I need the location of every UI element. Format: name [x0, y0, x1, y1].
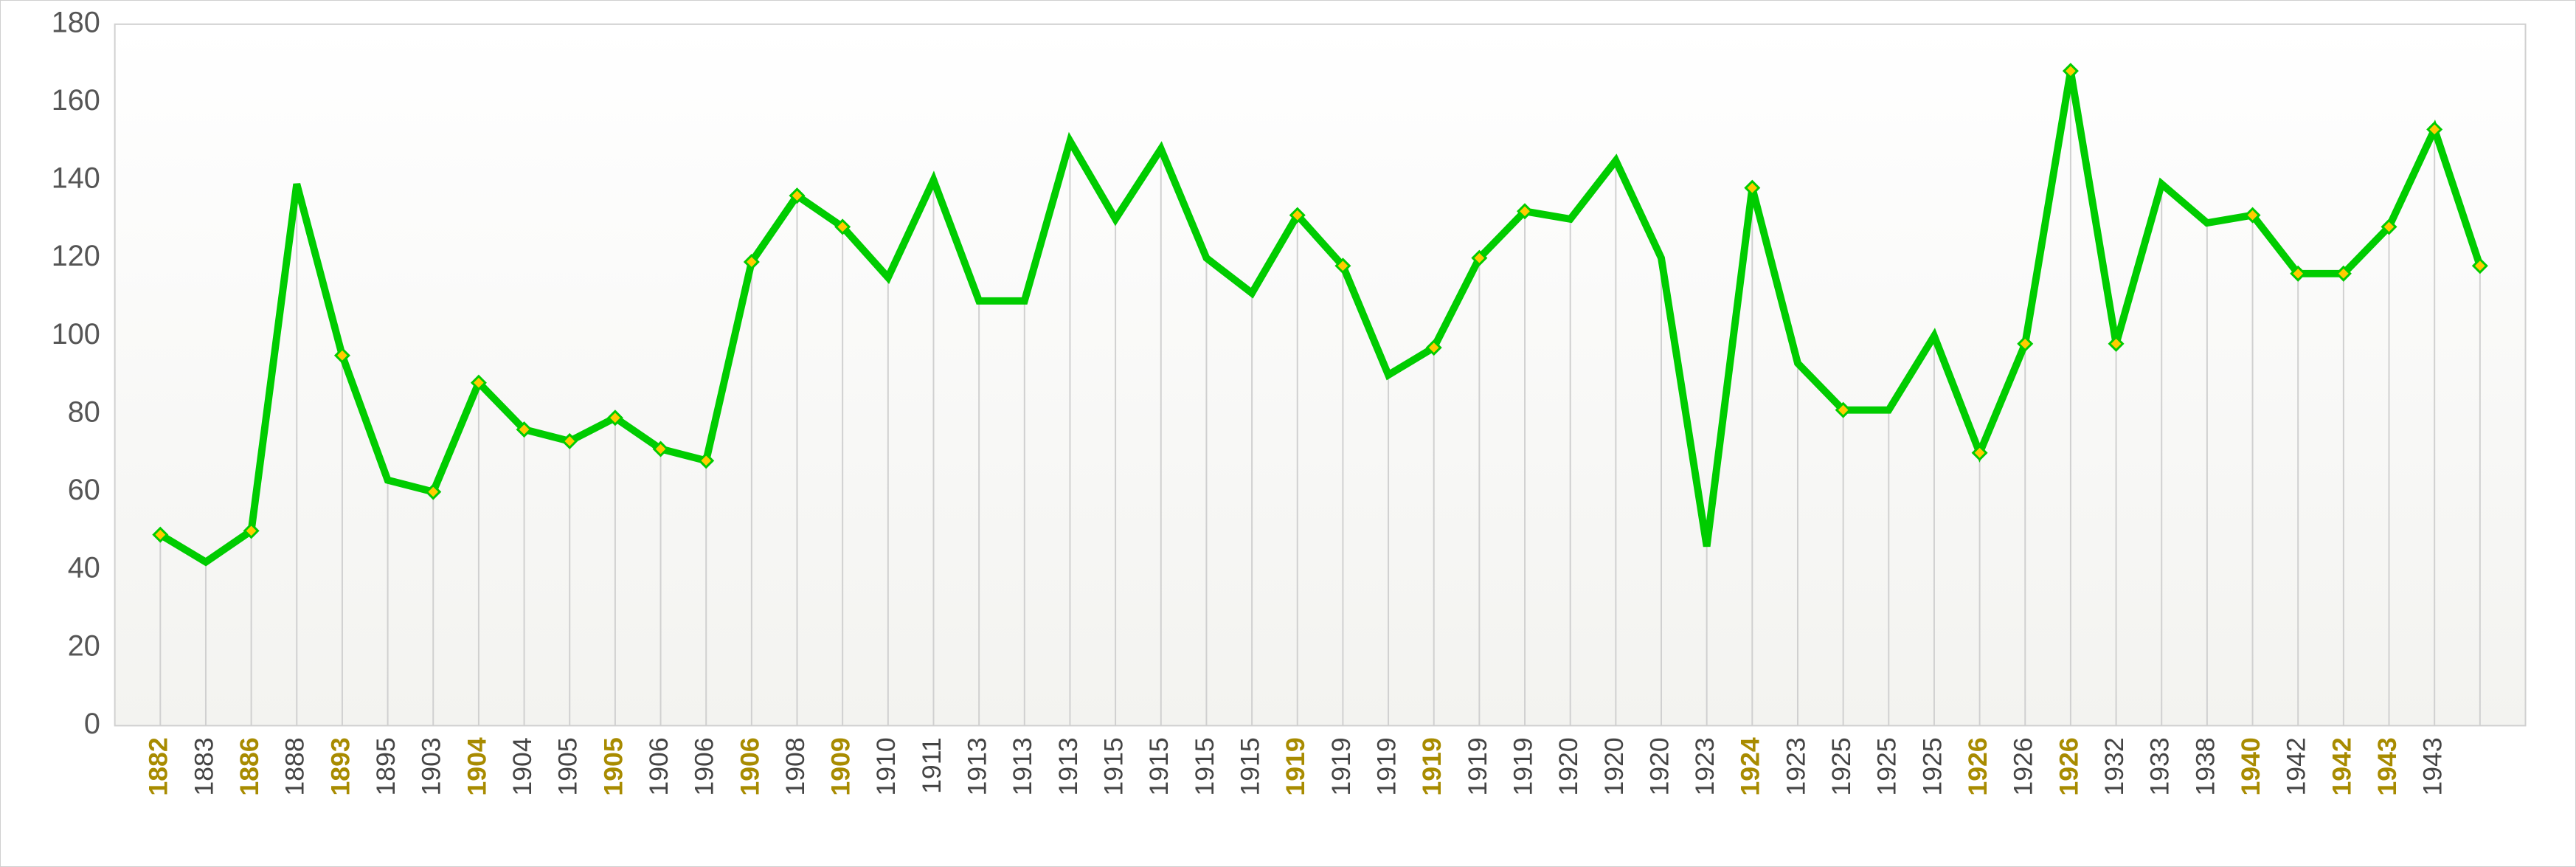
x-tick-label: 1924 [1736, 737, 1765, 795]
chart-container: 020406080100120140160180 188218831886188… [0, 0, 2576, 867]
x-tick-label: 1925 [1872, 737, 1902, 795]
x-tick-label: 1926 [2009, 737, 2038, 795]
x-tick-label: 1919 [1326, 737, 1356, 795]
x-tick-label: 1895 [371, 737, 401, 795]
y-tick-label: 40 [68, 552, 100, 584]
x-tick-label: 1913 [963, 737, 992, 795]
y-tick-label: 120 [52, 240, 100, 272]
y-tick-label: 80 [68, 395, 100, 428]
x-tick-label: 1940 [2236, 737, 2265, 795]
x-tick-label: 1923 [1781, 737, 1810, 795]
x-tick-label: 1915 [1236, 737, 1265, 795]
x-tick-label: 1932 [2099, 737, 2129, 795]
x-tick-label: 1919 [1508, 737, 1537, 795]
x-tick-label: 1903 [417, 737, 446, 795]
x-tick-label: 1913 [1053, 737, 1083, 795]
x-tick-label: 1915 [1144, 737, 1174, 795]
x-tick-label: 1908 [780, 737, 810, 795]
x-tick-label: 1942 [2327, 737, 2356, 795]
plot-area [115, 24, 2526, 726]
y-tick-label: 160 [52, 84, 100, 117]
x-tick-label: 1911 [917, 737, 946, 794]
x-tick-label: 1909 [826, 737, 856, 795]
x-tick-label: 1913 [1008, 737, 1037, 795]
y-tick-label: 100 [52, 318, 100, 350]
x-tick-label: 1923 [1690, 737, 1720, 795]
x-tick-label: 1920 [1644, 737, 1674, 795]
x-tick-label: 1925 [1827, 737, 1856, 795]
x-tick-label: 1906 [644, 737, 674, 795]
x-tick-label: 1926 [2054, 737, 2083, 795]
chart-svg: 020406080100120140160180 188218831886188… [13, 10, 2563, 860]
y-axis: 0 20 40 60 80 100 120 140 160 180 [52, 10, 100, 740]
x-tick-label: 1938 [2190, 737, 2220, 795]
x-tick-label: 1933 [2145, 737, 2175, 795]
x-tick-label: 1919 [1281, 737, 1310, 795]
y-tick-label: 60 [68, 474, 100, 506]
x-tick-label: 1915 [1099, 737, 1129, 795]
x-tick-label: 1915 [1190, 737, 1219, 795]
x-tick-label: 1926 [1963, 737, 1992, 795]
x-tick-label: 1905 [598, 737, 628, 795]
y-tick-label: 0 [84, 708, 100, 740]
x-tick-label: 1893 [325, 737, 355, 795]
x-tick-label: 1888 [280, 737, 310, 795]
x-tick-label: 1906 [690, 737, 719, 795]
x-tick-label: 1882 [144, 737, 173, 795]
x-tick-label: 1943 [2418, 737, 2448, 795]
x-axis: 1882 1883 1886 1888 1893 1895 1903 1904 1904 1905… [144, 737, 2448, 795]
x-tick-label: 1905 [553, 737, 583, 795]
y-tick-label: 140 [52, 162, 100, 195]
x-tick-label: 1904 [462, 737, 491, 795]
y-tick-label: 20 [68, 629, 100, 662]
y-tick-label: 180 [52, 10, 100, 38]
x-tick-label: 1943 [2372, 737, 2402, 795]
x-tick-label: 1920 [1554, 737, 1583, 795]
x-tick-label: 1886 [235, 737, 264, 795]
x-tick-label: 1925 [1917, 737, 1947, 795]
x-tick-label: 1910 [871, 737, 901, 795]
x-tick-label: 1904 [508, 737, 537, 795]
x-tick-label: 1919 [1463, 737, 1492, 795]
x-tick-label: 1919 [1371, 737, 1401, 795]
x-tick-label: 1883 [189, 737, 218, 795]
x-tick-label: 1920 [1599, 737, 1629, 795]
x-tick-label: 1942 [2282, 737, 2311, 795]
x-tick-label: 1906 [735, 737, 764, 795]
x-tick-label: 1919 [1417, 737, 1447, 795]
